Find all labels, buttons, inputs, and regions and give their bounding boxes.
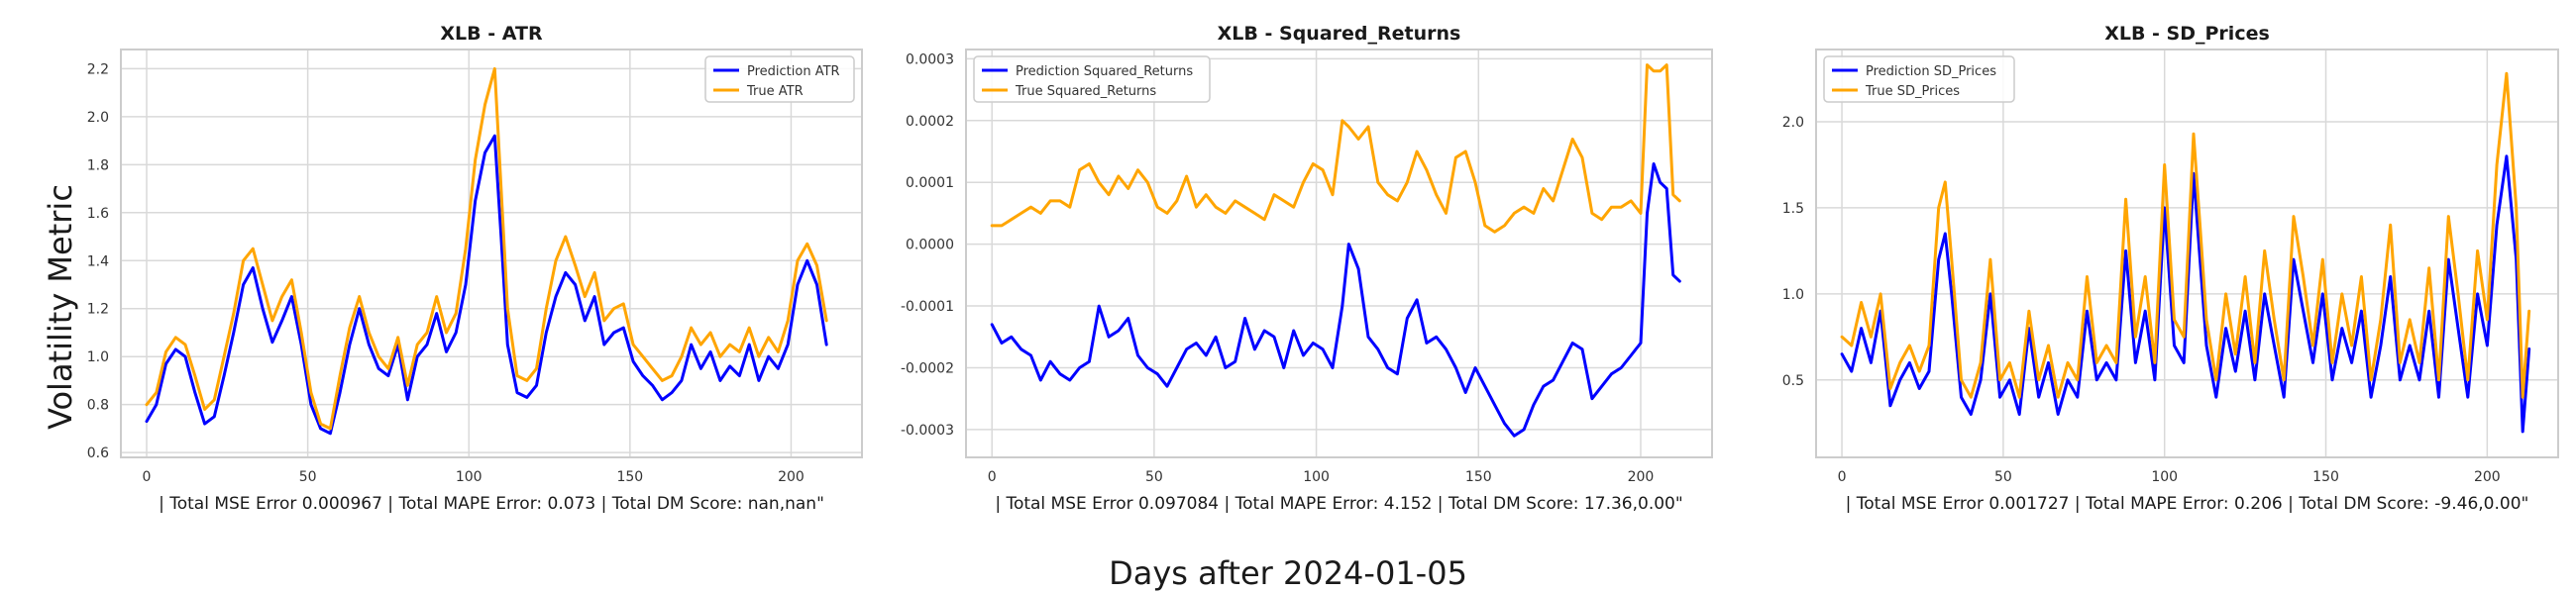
x-tick-label: 50 — [1145, 469, 1163, 485]
y-tick-label: 1.2 — [87, 302, 109, 318]
legend-box — [1823, 55, 2015, 103]
y-tick-label: 1.5 — [1782, 201, 1804, 217]
legend-label: True Squared_Returns — [1015, 84, 1156, 99]
y-tick-label: 1.0 — [87, 349, 109, 365]
subplot-xlabel: | Total MSE Error 0.000967 | Total MAPE … — [159, 494, 824, 514]
x-tick-label: 50 — [1994, 469, 2012, 485]
series-line-prediction-atr — [145, 134, 828, 436]
y-tick-label: 0.6 — [87, 446, 109, 461]
subplot-2: 0 50 100 150 200 -0.0003 -0.0002 -0.0001 0.0000 0… — [901, 23, 1713, 514]
x-tick-label: 150 — [616, 469, 643, 485]
y-tick-label: 2.0 — [87, 110, 109, 126]
plot-area — [966, 50, 1712, 457]
series-line-true-atr — [145, 66, 828, 431]
x-tick-label: 0 — [1838, 469, 1847, 485]
y-tick-label: 1.6 — [87, 206, 109, 222]
x-tick-label: 100 — [456, 469, 483, 485]
legend-label: True SD_Prices — [1865, 84, 1960, 99]
legend-label: Prediction Squared_Returns — [1016, 64, 1193, 79]
subplot-3: 0 50 100 150 200 0.5 1.0 1.5 2.0 XLB - SD_Prices |… — [1782, 23, 2559, 514]
legend: Prediction ATR True ATR — [704, 55, 855, 103]
series-line-true-sd-prices — [1840, 71, 2531, 399]
subplot-xlabel: | Total MSE Error 0.097084 | Total MAPE … — [995, 494, 1682, 514]
x-tick-label: 150 — [1465, 469, 1492, 485]
y-tick-label: -0.0003 — [901, 423, 954, 439]
x-tick-label: 0 — [988, 469, 997, 485]
y-tick-label: -0.0002 — [901, 360, 954, 376]
series-line-prediction-squared-returns — [990, 162, 1681, 438]
legend: Prediction SD_Prices True SD_Prices — [1823, 55, 2015, 103]
subplot-title: XLB - Squared_Returns — [1218, 23, 1461, 45]
x-tick-label: 200 — [778, 469, 805, 485]
series-line-prediction-sd-prices — [1840, 154, 2531, 434]
y-tick-label: 0.0000 — [906, 238, 954, 253]
y-tick-label: 0.0002 — [906, 114, 954, 130]
subplot-1: 0 50 100 150 200 0.6 0.8 1.0 1.2 1.4 1.6 1.8 2.0 2.2 X… — [87, 23, 863, 514]
y-tick-label: 0.5 — [1782, 373, 1804, 389]
legend-box — [973, 55, 1211, 103]
y-tick-label: 2.2 — [87, 61, 109, 77]
x-tick-label: 200 — [2474, 469, 2501, 485]
subplot-title: XLB - SD_Prices — [2104, 23, 2270, 45]
subplot-panels: 0 50 100 150 200 0.6 0.8 1.0 1.2 1.4 1.6 1.8 2.0 2.2 X… — [87, 23, 2559, 514]
y-tick-label: 0.0001 — [906, 175, 954, 191]
y-tick-label: 1.0 — [1782, 287, 1804, 303]
figure-xlabel: Days after 2024-01-05 — [1109, 554, 1467, 592]
x-tick-label: 100 — [1303, 469, 1330, 485]
x-tick-label: 100 — [2151, 469, 2178, 485]
legend-label: Prediction SD_Prices — [1866, 64, 1996, 79]
legend-label: True ATR — [746, 84, 804, 99]
series-line-true-squared-returns — [990, 63, 1681, 234]
plot-frame — [120, 49, 863, 458]
y-tick-label: -0.0001 — [901, 299, 954, 315]
y-tick-label: 1.4 — [87, 253, 109, 269]
y-tick-label: 0.0003 — [906, 51, 954, 67]
subplot-title: XLB - ATR — [440, 23, 543, 45]
x-tick-label: 200 — [1628, 469, 1655, 485]
x-tick-label: 150 — [2312, 469, 2339, 485]
plot-area — [121, 50, 862, 457]
figure-ylabel: Volatility Metric — [42, 184, 79, 430]
x-tick-label: 50 — [299, 469, 317, 485]
plot-frame — [1815, 49, 2559, 458]
plot-frame — [965, 49, 1713, 458]
legend: Prediction Squared_Returns True Squared_R… — [973, 55, 1211, 103]
y-tick-label: 1.8 — [87, 157, 109, 173]
y-tick-label: 2.0 — [1782, 115, 1804, 131]
legend-label: Prediction ATR — [747, 64, 840, 79]
y-tick-label: 0.8 — [87, 398, 109, 414]
x-tick-label: 0 — [143, 469, 152, 485]
subplot-xlabel: | Total MSE Error 0.001727 | Total MAPE … — [1846, 494, 2529, 514]
legend-box — [704, 55, 855, 103]
